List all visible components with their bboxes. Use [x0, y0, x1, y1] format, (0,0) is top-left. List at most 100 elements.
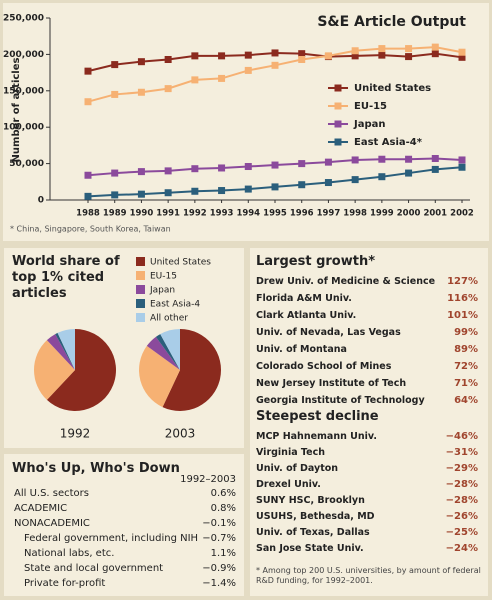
- sub-row-value: 1.1%: [210, 548, 236, 559]
- row-value: −25%: [445, 527, 478, 538]
- point-marker: [218, 74, 226, 82]
- column-header: 1992–2003: [180, 474, 236, 485]
- point-marker: [271, 183, 279, 191]
- point-marker: [191, 52, 199, 60]
- point-marker: [324, 158, 332, 166]
- point-marker: [191, 76, 199, 84]
- row-name: All U.S. sectors: [14, 488, 89, 499]
- x-tick-label: 1990: [130, 209, 154, 219]
- legend-label: All other: [150, 314, 188, 324]
- row-value: −26%: [445, 511, 478, 522]
- sub-row-value: −0.7%: [202, 533, 236, 544]
- point-marker: [244, 163, 252, 171]
- point-marker: [378, 45, 386, 53]
- legend-label: East Asia-4*: [354, 137, 423, 148]
- point-marker: [405, 169, 413, 177]
- point-marker: [298, 55, 306, 63]
- sub-row-name: Federal government, including NIH: [24, 533, 199, 544]
- y-tick-label: 250,000: [3, 14, 44, 24]
- point-marker: [84, 192, 92, 200]
- pie-slice: [155, 334, 180, 370]
- point-marker: [458, 156, 466, 164]
- x-tick-label: 2001: [423, 209, 447, 219]
- legend-label: Japan: [353, 119, 386, 130]
- row-name: New Jersey Institute of Tech: [256, 378, 407, 389]
- row-name: Georgia Institute of Technology: [256, 395, 425, 406]
- row-name: MCP Hahnemann Univ.: [256, 431, 377, 442]
- pie-slice: [33, 340, 75, 400]
- x-tick-label: 1989: [103, 209, 127, 219]
- row-name: Univ. of Nevada, Las Vegas: [256, 327, 401, 338]
- sub-row-name: Private for-profit: [24, 578, 106, 589]
- row-name: Colorado School of Mines: [256, 361, 392, 372]
- row-name: Clark Atlanta Univ.: [256, 310, 357, 321]
- x-tick-label: 1995: [263, 209, 287, 219]
- point-marker: [84, 98, 92, 106]
- row-value: 0.6%: [210, 488, 236, 499]
- legend-label: East Asia-4: [150, 300, 200, 310]
- pie-slice: [162, 329, 222, 412]
- row-name: SUNY HSC, Brooklyn: [256, 495, 365, 506]
- point-marker: [271, 161, 279, 169]
- point-marker: [244, 66, 252, 74]
- updown-panel: [4, 454, 244, 596]
- x-tick-label: 2002: [450, 209, 474, 219]
- y-axis-label: Number of articles: [11, 57, 22, 162]
- point-marker: [431, 43, 439, 51]
- point-marker: [271, 49, 279, 57]
- legend-swatch: [136, 313, 145, 322]
- x-tick-label: 1997: [317, 209, 341, 219]
- legend-marker: [334, 84, 342, 92]
- row-value: 127%: [447, 276, 478, 287]
- point-marker: [458, 53, 466, 61]
- row-value: 64%: [454, 395, 478, 406]
- row-value: −24%: [445, 543, 478, 554]
- row-name: Univ. of Montana: [256, 344, 347, 355]
- row-value: 99%: [454, 327, 478, 338]
- updown-title: Who's Up, Who's Down: [12, 461, 180, 476]
- point-marker: [244, 51, 252, 59]
- point-marker: [218, 187, 226, 195]
- point-marker: [137, 58, 145, 66]
- point-marker: [431, 50, 439, 58]
- legend-label: EU-15: [150, 272, 177, 282]
- point-marker: [111, 169, 119, 177]
- line-panel: [3, 3, 489, 241]
- point-marker: [431, 155, 439, 163]
- row-name: Virginia Tech: [256, 447, 325, 458]
- point-marker: [405, 45, 413, 53]
- point-marker: [458, 163, 466, 171]
- x-tick-label: 1993: [210, 209, 234, 219]
- point-marker: [324, 179, 332, 187]
- x-tick-label: 1996: [290, 209, 314, 219]
- y-tick-label: 100,000: [3, 123, 44, 133]
- point-marker: [137, 88, 145, 96]
- table-panel: [250, 248, 488, 596]
- row-name: Florida A&M Univ.: [256, 293, 352, 304]
- point-marker: [164, 55, 172, 63]
- y-tick-label: 150,000: [3, 86, 44, 96]
- sub-row-value: −1.4%: [202, 578, 236, 589]
- x-tick-label: 1999: [370, 209, 394, 219]
- point-marker: [137, 190, 145, 198]
- point-marker: [351, 47, 359, 55]
- point-marker: [351, 52, 359, 60]
- row-name: Univ. of Texas, Dallas: [256, 527, 370, 538]
- point-marker: [431, 165, 439, 173]
- row-value: 72%: [454, 361, 478, 372]
- row-value: 71%: [454, 378, 478, 389]
- legend-label: EU-15: [354, 101, 387, 112]
- row-value: −31%: [445, 447, 478, 458]
- sub-row-name: State and local government: [24, 563, 164, 574]
- point-marker: [405, 155, 413, 163]
- point-marker: [218, 164, 226, 172]
- point-marker: [298, 181, 306, 189]
- point-marker: [84, 67, 92, 75]
- row-name: Univ. of Dayton: [256, 463, 339, 474]
- row-value: −29%: [445, 463, 478, 474]
- legend-swatch: [136, 257, 145, 266]
- pie-title: World share of top 1% cited articles: [12, 254, 120, 301]
- legend-label: United States: [354, 83, 431, 94]
- point-marker: [191, 165, 199, 173]
